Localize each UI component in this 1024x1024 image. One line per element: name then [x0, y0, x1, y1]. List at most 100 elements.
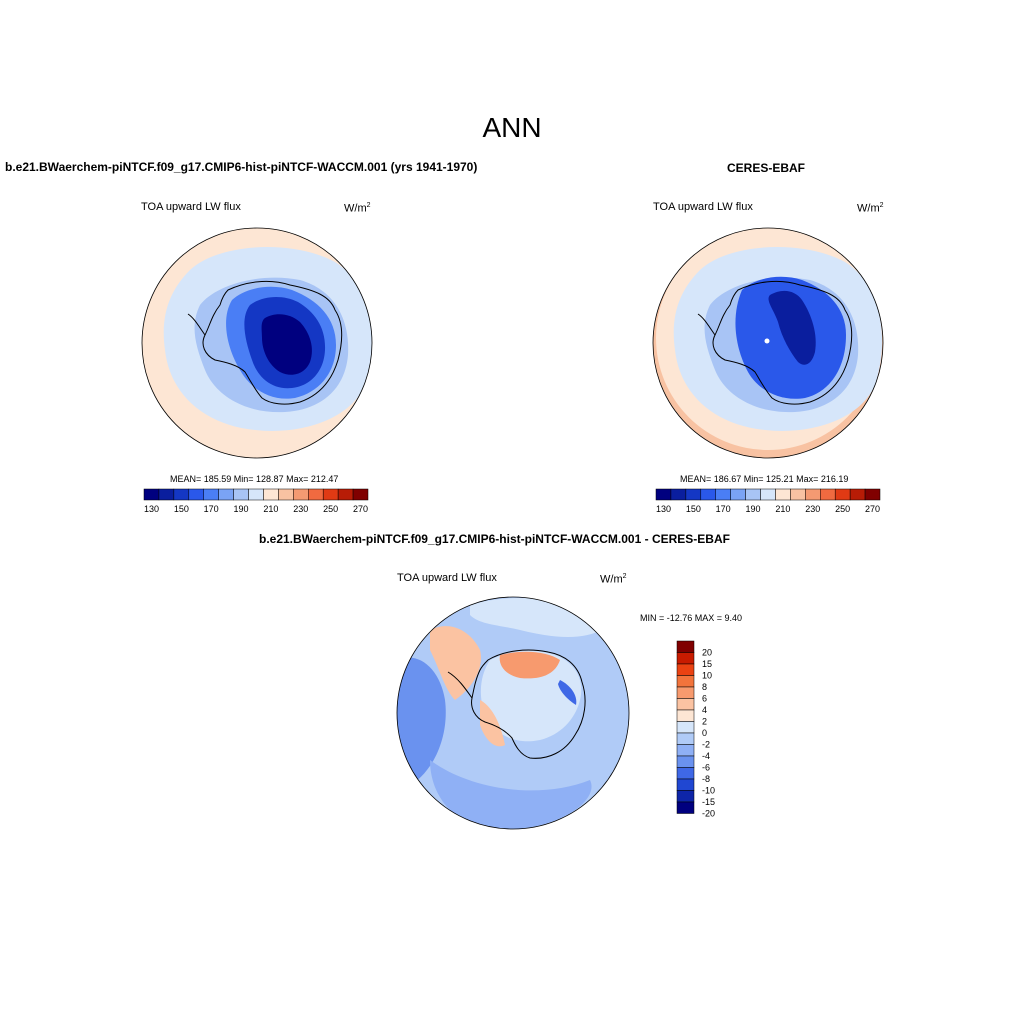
obs-colorbar-swatch: [820, 488, 836, 501]
diff-neg-east-interior: [558, 680, 577, 705]
diff-colorbar-tick-label: -10: [702, 786, 715, 796]
diff-coastline: [471, 649, 586, 759]
diff-colorbar-swatch: [676, 755, 695, 768]
model-colorbar-swatch: [293, 488, 309, 501]
obs-colorbar-tick-label: 170: [716, 504, 731, 514]
diff-colorbar-tick-label: 0: [702, 728, 707, 738]
obs-colorbar-swatch: [700, 488, 716, 501]
obs-missing-data-dot: [764, 338, 770, 344]
obs-colorbar: 130 150 170 190 210 230 250 270: [655, 488, 881, 514]
diff-colorbar-swatch: [676, 744, 695, 757]
model-panel-header: b.e21.BWaerchem-piNTCF.f09_g17.CMIP6-his…: [5, 160, 478, 174]
obs-colorbar-swatch: [834, 488, 851, 501]
model-stats: MEAN= 185.59 Min= 128.87 Max= 212.47: [170, 474, 339, 484]
obs-colorbar-tick-label: 210: [775, 504, 790, 514]
diff-colorbar-swatch: [676, 801, 695, 814]
diff-map: [396, 596, 630, 830]
obs-colorbar-tick-label: 230: [805, 504, 820, 514]
obs-colorbar-swatch: [655, 488, 672, 501]
diff-pos-east-coast: [499, 651, 560, 679]
model-colorbar-swatch: [248, 488, 264, 501]
model-colorbar-swatch: [278, 488, 294, 501]
obs-peninsula-coast: [697, 313, 716, 336]
model-map: [141, 227, 373, 459]
model-colorbar-tick-label: 190: [234, 504, 249, 514]
diff-colorbar-tick-label: 6: [702, 694, 707, 704]
diff-interior: [480, 650, 582, 742]
obs-colorbar-swatch: [685, 488, 702, 501]
model-colorbar-swatch: [143, 488, 160, 501]
model-colorbar-swatch: [263, 488, 279, 501]
obs-colorbar-swatch: [790, 488, 806, 501]
model-colorbar-tick-label: 150: [174, 504, 189, 514]
page-title: ANN: [482, 112, 542, 143]
obs-colorbar-tick-label: 250: [835, 504, 850, 514]
model-colorbar-tick-label: 130: [144, 504, 159, 514]
obs-map: [652, 227, 884, 459]
diff-panel-header: b.e21.BWaerchem-piNTCF.f09_g17.CMIP6-his…: [259, 532, 730, 546]
obs-colorbar-swatch: [745, 488, 761, 501]
diff-variable-label: TOA upward LW flux: [397, 572, 497, 584]
model-units-label: W/m2: [344, 202, 371, 215]
model-colorbar-swatch: [173, 488, 190, 501]
obs-contour-135: [768, 290, 816, 365]
model-colorbar-swatch: [308, 488, 324, 501]
diff-colorbar-tick-label: -2: [702, 740, 710, 750]
model-contour-130: [261, 314, 312, 375]
diff-colorbar-swatch: [676, 767, 695, 780]
diff-colorbar-swatch: [676, 698, 695, 711]
diff-colorbar-swatch: [676, 778, 695, 791]
model-colorbar-swatch: [203, 488, 219, 501]
diff-colorbar-tick-label: -4: [702, 751, 710, 761]
model-colorbar-tick-label: 230: [293, 504, 308, 514]
obs-coastline: [712, 280, 853, 405]
diff-pos-ross: [480, 700, 505, 747]
diff-colorbar-swatch: [676, 663, 695, 676]
obs-colorbar-swatch: [715, 488, 731, 501]
obs-panel-header: CERES-EBAF: [727, 161, 806, 175]
diff-pos-peninsula: [430, 626, 481, 700]
model-peninsula-coast: [187, 313, 206, 336]
obs-colorbar-tick-label: 270: [865, 504, 880, 514]
obs-colorbar-swatch: [864, 488, 881, 501]
diff-colorbar-tick-label: -6: [702, 763, 710, 773]
diff-stats: MIN = -12.76 MAX = 9.40: [640, 613, 743, 623]
obs-colorbar-tick-label: 190: [746, 504, 761, 514]
obs-colorbar-tick-label: 130: [656, 504, 671, 514]
diff-peninsula-coast: [447, 671, 473, 699]
obs-stats: MEAN= 186.67 Min= 125.21 Max= 216.19: [680, 474, 849, 484]
model-variable-label: TOA upward LW flux: [141, 201, 241, 213]
model-colorbar-swatch: [337, 488, 354, 501]
diff-colorbar-tick-label: 20: [702, 648, 712, 658]
diff-colorbar-swatch: [676, 721, 695, 734]
model-colorbar-tick-label: 250: [323, 504, 338, 514]
model-colorbar-swatch: [158, 488, 175, 501]
model-colorbar: 130 150 170 190 210 230 250 270: [143, 488, 369, 514]
obs-units-label: W/m2: [857, 202, 884, 215]
diff-map-border: [396, 596, 630, 830]
diff-colorbar-tick-label: -20: [702, 809, 715, 819]
diff-colorbar-swatch: [676, 790, 695, 803]
diff-colorbar-swatch: [676, 652, 695, 665]
obs-colorbar-swatch: [730, 488, 746, 501]
diff-neg-south: [430, 760, 592, 829]
obs-map-border: [652, 227, 884, 459]
obs-colorbar-tick-label: 150: [686, 504, 701, 514]
diff-colorbar-tick-label: 15: [702, 659, 712, 669]
model-colorbar-swatch: [322, 488, 339, 501]
diff-units-label: W/m2: [600, 573, 627, 586]
model-colorbar-swatch: [218, 488, 234, 501]
obs-colorbar-swatch: [775, 488, 791, 501]
obs-colorbar-swatch: [760, 488, 776, 501]
diff-colorbar-swatch: [676, 675, 695, 688]
model-colorbar-swatch: [233, 488, 249, 501]
obs-colorbar-swatch: [849, 488, 866, 501]
model-colorbar-tick-label: 170: [204, 504, 219, 514]
diff-colorbar-swatch: [676, 640, 695, 653]
diff-colorbar-tick-label: 8: [702, 682, 707, 692]
diff-colorbar-swatch: [676, 686, 695, 699]
model-coastline: [202, 280, 343, 405]
diff-colorbar-tick-label: -15: [702, 797, 715, 807]
